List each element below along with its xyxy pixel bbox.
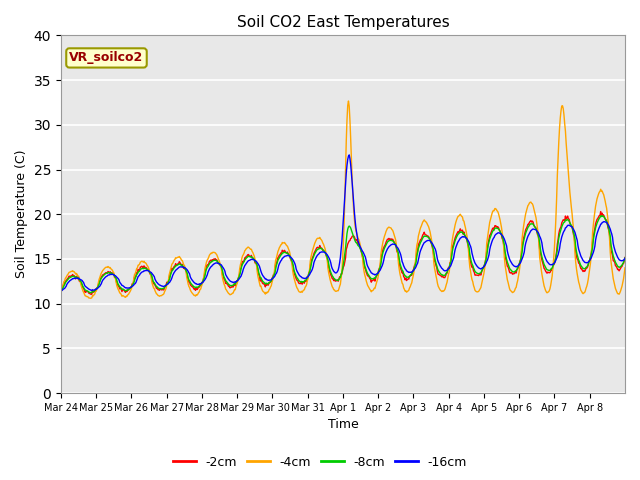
Y-axis label: Soil Temperature (C): Soil Temperature (C)	[15, 150, 28, 278]
X-axis label: Time: Time	[328, 419, 358, 432]
Title: Soil CO2 East Temperatures: Soil CO2 East Temperatures	[237, 15, 449, 30]
Text: VR_soilco2: VR_soilco2	[69, 51, 143, 64]
Legend: -2cm, -4cm, -8cm, -16cm: -2cm, -4cm, -8cm, -16cm	[168, 451, 472, 474]
